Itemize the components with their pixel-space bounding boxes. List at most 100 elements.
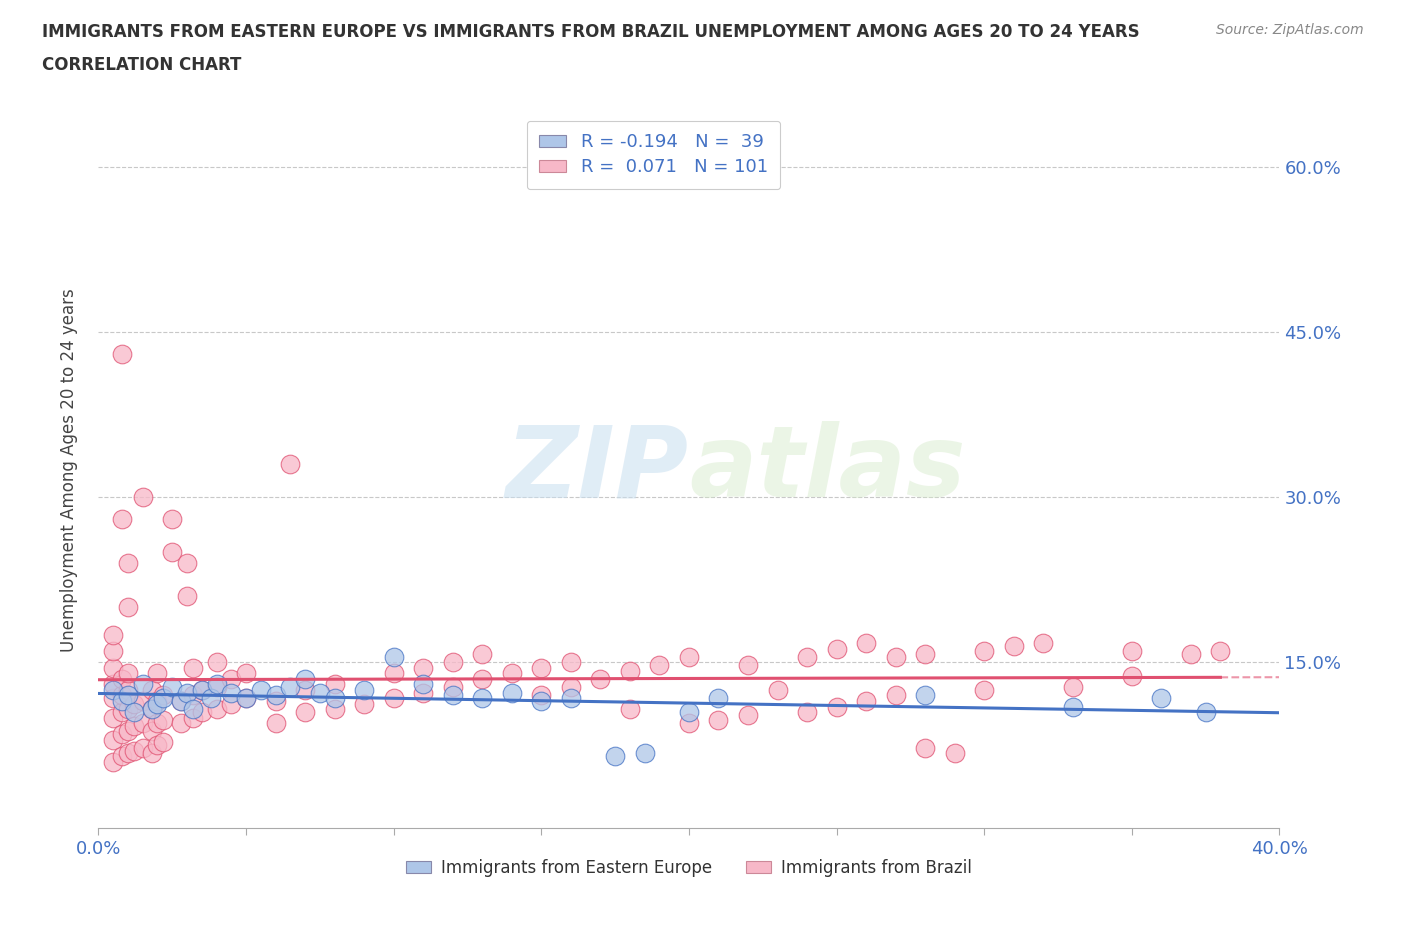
- Point: [1062, 699, 1084, 714]
- Point: [264, 715, 287, 730]
- Point: [221, 685, 243, 700]
- Point: [353, 683, 375, 698]
- Point: [181, 701, 204, 716]
- Point: [111, 705, 134, 720]
- Point: [152, 735, 174, 750]
- Point: [323, 701, 346, 716]
- Point: [264, 694, 287, 709]
- Point: [280, 457, 302, 472]
- Point: [884, 649, 907, 664]
- Point: [205, 701, 228, 716]
- Point: [235, 666, 257, 681]
- Point: [117, 688, 139, 703]
- Point: [678, 649, 700, 664]
- Point: [111, 671, 134, 686]
- Y-axis label: Unemployment Among Ages 20 to 24 years: Unemployment Among Ages 20 to 24 years: [59, 287, 77, 652]
- Point: [103, 644, 125, 658]
- Text: ZIP: ZIP: [506, 421, 689, 518]
- Point: [117, 556, 139, 571]
- Point: [382, 649, 405, 664]
- Point: [162, 679, 183, 694]
- Point: [103, 683, 125, 698]
- Point: [191, 705, 214, 720]
- Point: [471, 671, 494, 686]
- Point: [162, 512, 183, 526]
- Point: [132, 490, 155, 505]
- Point: [122, 743, 145, 758]
- Text: IMMIGRANTS FROM EASTERN EUROPE VS IMMIGRANTS FROM BRAZIL UNEMPLOYMENT AMONG AGES: IMMIGRANTS FROM EASTERN EUROPE VS IMMIGR…: [42, 23, 1140, 41]
- Point: [855, 635, 877, 650]
- Point: [122, 697, 145, 711]
- Point: [501, 685, 523, 700]
- Point: [170, 694, 193, 709]
- Point: [146, 694, 169, 709]
- Point: [412, 685, 434, 700]
- Point: [250, 683, 273, 698]
- Text: Source: ZipAtlas.com: Source: ZipAtlas.com: [1216, 23, 1364, 37]
- Point: [737, 708, 759, 723]
- Point: [235, 690, 257, 705]
- Point: [235, 690, 257, 705]
- Point: [605, 749, 627, 764]
- Point: [634, 745, 657, 760]
- Point: [1209, 644, 1232, 658]
- Point: [796, 649, 818, 664]
- Point: [796, 705, 818, 720]
- Point: [589, 671, 612, 686]
- Point: [117, 683, 139, 698]
- Point: [111, 347, 134, 362]
- Point: [111, 726, 134, 741]
- Point: [1032, 635, 1054, 650]
- Point: [146, 697, 169, 711]
- Legend: Immigrants from Eastern Europe, Immigrants from Brazil: Immigrants from Eastern Europe, Immigran…: [399, 853, 979, 884]
- Point: [294, 705, 316, 720]
- Point: [648, 658, 671, 672]
- Point: [943, 745, 966, 760]
- Point: [152, 712, 174, 727]
- Point: [707, 712, 730, 727]
- Point: [181, 711, 204, 725]
- Point: [103, 711, 125, 725]
- Point: [141, 683, 163, 698]
- Point: [205, 655, 228, 670]
- Point: [152, 688, 174, 703]
- Point: [825, 642, 848, 657]
- Point: [152, 690, 174, 705]
- Point: [678, 715, 700, 730]
- Point: [1121, 644, 1143, 658]
- Point: [323, 690, 346, 705]
- Point: [103, 754, 125, 769]
- Point: [221, 671, 243, 686]
- Point: [280, 679, 302, 694]
- Point: [619, 701, 641, 716]
- Point: [170, 694, 193, 709]
- Point: [382, 666, 405, 681]
- Point: [441, 679, 464, 694]
- Point: [707, 690, 730, 705]
- Point: [103, 732, 125, 747]
- Point: [176, 589, 198, 604]
- Point: [560, 690, 582, 705]
- Point: [294, 683, 316, 698]
- Point: [103, 677, 125, 692]
- Point: [264, 688, 287, 703]
- Text: CORRELATION CHART: CORRELATION CHART: [42, 56, 242, 73]
- Point: [176, 556, 198, 571]
- Point: [530, 688, 553, 703]
- Point: [412, 660, 434, 675]
- Point: [200, 690, 222, 705]
- Point: [132, 677, 155, 692]
- Point: [122, 719, 145, 734]
- Point: [181, 688, 204, 703]
- Point: [825, 699, 848, 714]
- Point: [191, 683, 214, 698]
- Text: atlas: atlas: [689, 421, 966, 518]
- Point: [737, 658, 759, 672]
- Point: [530, 660, 553, 675]
- Point: [103, 690, 125, 705]
- Point: [205, 677, 228, 692]
- Point: [117, 600, 139, 615]
- Point: [678, 705, 700, 720]
- Point: [914, 646, 936, 661]
- Point: [530, 694, 553, 709]
